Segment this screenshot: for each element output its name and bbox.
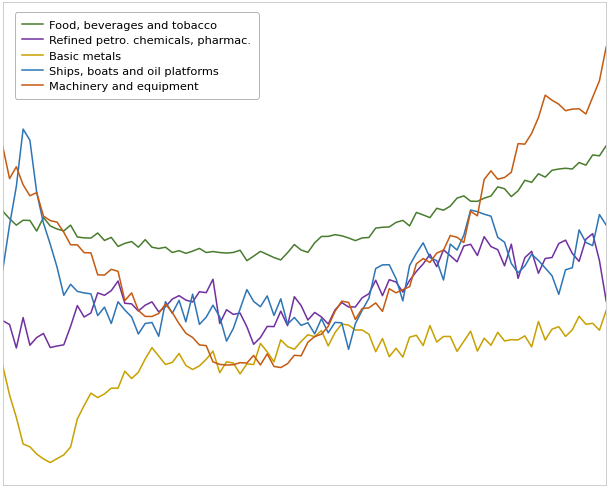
Refined petro. chemicals, pharmac.	[521, 255, 529, 261]
Ships, boats and oil platforms	[189, 292, 196, 298]
Refined petro. chemicals, pharmac.	[508, 242, 515, 247]
Ships, boats and oil platforms	[589, 243, 596, 249]
Machinery and equipment	[508, 170, 515, 176]
Machinery and equipment	[582, 112, 590, 118]
Refined petro. chemicals, pharmac.	[13, 346, 20, 351]
Machinery and equipment	[426, 260, 434, 266]
Basic metals	[426, 323, 434, 329]
Ships, boats and oil platforms	[528, 252, 535, 258]
Basic metals	[521, 333, 529, 339]
Ships, boats and oil platforms	[433, 258, 440, 264]
Food, beverages and tobacco	[521, 178, 529, 184]
Basic metals	[582, 322, 590, 327]
Ships, boats and oil platforms	[19, 127, 27, 133]
Food, beverages and tobacco	[602, 143, 609, 149]
Machinery and equipment	[277, 365, 284, 371]
Ships, boats and oil platforms	[602, 223, 609, 228]
Basic metals	[189, 367, 196, 373]
Machinery and equipment	[0, 144, 7, 150]
Line: Basic metals: Basic metals	[3, 311, 606, 463]
Basic metals	[508, 337, 515, 343]
Food, beverages and tobacco	[508, 194, 515, 200]
Legend: Food, beverages and tobacco, Refined petro. chemicals, pharmac., Basic metals, S: Food, beverages and tobacco, Refined pet…	[15, 13, 259, 100]
Refined petro. chemicals, pharmac.	[189, 300, 196, 305]
Line: Food, beverages and tobacco: Food, beverages and tobacco	[3, 146, 606, 261]
Food, beverages and tobacco	[182, 251, 189, 257]
Ships, boats and oil platforms	[345, 346, 352, 352]
Food, beverages and tobacco	[80, 235, 88, 241]
Line: Machinery and equipment: Machinery and equipment	[3, 48, 606, 368]
Ships, boats and oil platforms	[0, 267, 7, 273]
Food, beverages and tobacco	[582, 163, 590, 169]
Food, beverages and tobacco	[0, 209, 7, 215]
Basic metals	[46, 460, 54, 466]
Line: Refined petro. chemicals, pharmac.: Refined petro. chemicals, pharmac.	[3, 234, 606, 348]
Machinery and equipment	[602, 45, 609, 51]
Machinery and equipment	[182, 330, 189, 336]
Basic metals	[87, 390, 94, 396]
Refined petro. chemicals, pharmac.	[602, 299, 609, 305]
Machinery and equipment	[80, 250, 88, 256]
Ships, boats and oil platforms	[87, 291, 94, 297]
Refined petro. chemicals, pharmac.	[582, 237, 590, 243]
Refined petro. chemicals, pharmac.	[426, 252, 434, 258]
Food, beverages and tobacco	[426, 215, 434, 221]
Basic metals	[0, 363, 7, 369]
Basic metals	[602, 308, 609, 314]
Line: Ships, boats and oil platforms: Ships, boats and oil platforms	[3, 130, 606, 349]
Machinery and equipment	[521, 142, 529, 148]
Refined petro. chemicals, pharmac.	[589, 231, 596, 237]
Refined petro. chemicals, pharmac.	[0, 318, 7, 324]
Refined petro. chemicals, pharmac.	[87, 310, 94, 316]
Food, beverages and tobacco	[243, 258, 250, 264]
Ships, boats and oil platforms	[515, 270, 522, 276]
